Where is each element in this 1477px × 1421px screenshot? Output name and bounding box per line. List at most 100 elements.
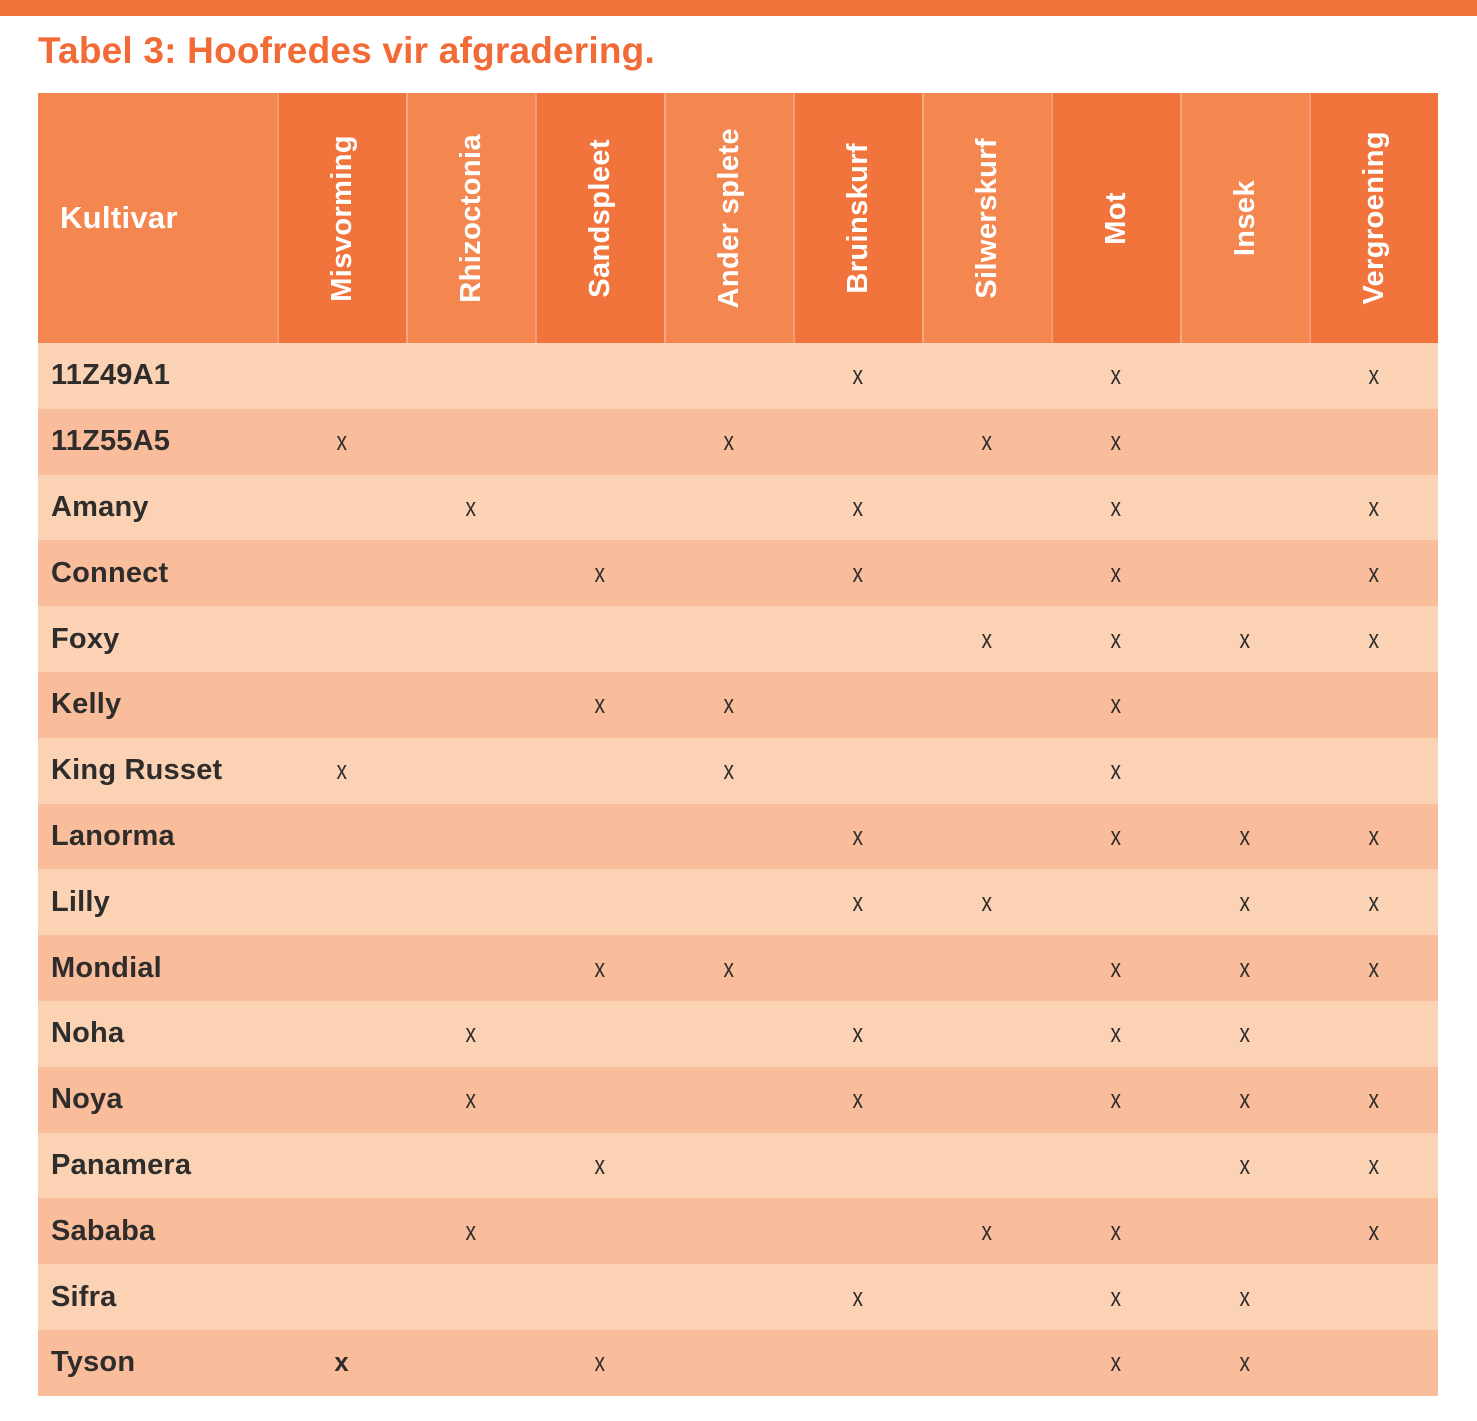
x-mark: x bbox=[852, 820, 863, 851]
x-mark: x bbox=[981, 886, 992, 917]
kultivar-cell: Kelly bbox=[51, 688, 122, 721]
reason-header-label: Sandspleet bbox=[584, 138, 616, 298]
mark-cell: x bbox=[1180, 1067, 1309, 1133]
mark-cell: x bbox=[664, 409, 793, 475]
mark-cell: x bbox=[922, 1198, 1051, 1264]
kultivar-header-cell: Kultivar bbox=[38, 93, 277, 343]
x-mark: x bbox=[594, 689, 605, 720]
table-row: 11Z49A1 x x x bbox=[38, 343, 1438, 409]
mark-cell bbox=[406, 1330, 535, 1396]
table-row: Lanorma x x x x bbox=[38, 803, 1438, 870]
table-row: Noha x x x x bbox=[38, 1000, 1438, 1067]
mark-cell bbox=[664, 804, 793, 870]
mark-cell: x bbox=[1309, 804, 1438, 870]
reason-header-label: Misvorming bbox=[326, 134, 358, 302]
mark-cell bbox=[1051, 1133, 1180, 1199]
kultivar-cell: Noha bbox=[51, 1017, 125, 1050]
mark-cell bbox=[793, 409, 922, 475]
mark-cell bbox=[922, 1330, 1051, 1396]
x-mark: x bbox=[1110, 360, 1121, 391]
x-mark: x bbox=[1110, 689, 1121, 720]
mark-cell: x bbox=[277, 1330, 406, 1396]
mark-cell bbox=[277, 1001, 406, 1067]
table-row: Amany x x x x bbox=[38, 474, 1438, 541]
table-row: Mondial x x x x x bbox=[38, 935, 1438, 1001]
mark-cell: x bbox=[1309, 935, 1438, 1001]
mark-cell: x bbox=[277, 738, 406, 804]
reason-header-cell: Bruinskurf bbox=[793, 93, 922, 343]
mark-cell bbox=[406, 1133, 535, 1199]
x-mark: x bbox=[1239, 1018, 1250, 1049]
mark-cell bbox=[664, 606, 793, 672]
x-mark: x bbox=[1368, 1084, 1379, 1115]
mark-cell: x bbox=[793, 343, 922, 409]
x-mark-bold: x bbox=[334, 1347, 349, 1378]
mark-cell bbox=[277, 804, 406, 870]
kultivar-cell: 11Z55A5 bbox=[51, 425, 171, 458]
mark-cell bbox=[793, 1330, 922, 1396]
mark-cell bbox=[406, 1264, 535, 1330]
kultivar-cell: Noya bbox=[51, 1083, 123, 1116]
table-row: King Russet x x x bbox=[38, 737, 1438, 804]
x-mark: x bbox=[336, 755, 347, 786]
mark-cell bbox=[406, 672, 535, 738]
x-mark: x bbox=[981, 1215, 992, 1246]
mark-cell bbox=[535, 1198, 664, 1264]
mark-cell: x bbox=[1051, 738, 1180, 804]
kultivar-cell: Amany bbox=[51, 490, 149, 523]
table-row: Panamera x x x bbox=[38, 1132, 1438, 1199]
mark-cell bbox=[922, 1067, 1051, 1133]
mark-cell: x bbox=[1051, 1198, 1180, 1264]
reason-header-label: Rhizoctonia bbox=[455, 133, 487, 303]
x-mark: x bbox=[981, 426, 992, 457]
kultivar-cell: Connect bbox=[51, 556, 169, 589]
mark-cell bbox=[277, 343, 406, 409]
x-mark: x bbox=[1110, 820, 1121, 851]
mark-cell: x bbox=[1051, 1001, 1180, 1067]
page-title: Tabel 3: Hoofredes vir afgradering. bbox=[38, 30, 655, 71]
mark-cell: x bbox=[1180, 1001, 1309, 1067]
mark-cell bbox=[535, 475, 664, 541]
mark-cell bbox=[793, 935, 922, 1001]
mark-cell: x bbox=[1309, 1067, 1438, 1133]
mark-cell: x bbox=[406, 475, 535, 541]
mark-cell bbox=[535, 409, 664, 475]
mark-cell: x bbox=[1309, 1198, 1438, 1264]
mark-cell: x bbox=[1180, 804, 1309, 870]
x-mark: x bbox=[1368, 360, 1379, 391]
table-row: Foxy x x x x bbox=[38, 606, 1438, 672]
reason-header-cell: Mot bbox=[1051, 93, 1180, 343]
kultivar-cell: Lilly bbox=[51, 885, 111, 918]
mark-cell: x bbox=[1051, 935, 1180, 1001]
mark-cell bbox=[1180, 672, 1309, 738]
mark-cell bbox=[535, 343, 664, 409]
mark-cell: x bbox=[535, 1330, 664, 1396]
mark-cell bbox=[922, 738, 1051, 804]
mark-cell bbox=[277, 475, 406, 541]
mark-cell: x bbox=[1051, 1264, 1180, 1330]
mark-cell bbox=[1309, 738, 1438, 804]
mark-cell: x bbox=[1309, 869, 1438, 935]
table-row: Tyson x x x x bbox=[38, 1329, 1438, 1396]
kultivar-cell: Foxy bbox=[51, 622, 120, 655]
reason-header-cell: Vergroening bbox=[1309, 93, 1438, 343]
mark-cell bbox=[793, 606, 922, 672]
mark-cell bbox=[664, 1330, 793, 1396]
top-accent-bar bbox=[0, 0, 1477, 16]
mark-cell bbox=[922, 1264, 1051, 1330]
x-mark: x bbox=[1239, 820, 1250, 851]
reason-header-cell: Insek bbox=[1180, 93, 1309, 343]
x-mark: x bbox=[1239, 1084, 1250, 1115]
mark-cell bbox=[1180, 540, 1309, 606]
table-row: Connect x x x x bbox=[38, 540, 1438, 607]
mark-cell: x bbox=[793, 540, 922, 606]
table-row: Kelly x x x bbox=[38, 671, 1438, 738]
kultivar-cell: Mondial bbox=[51, 951, 162, 984]
mark-cell: x bbox=[1180, 869, 1309, 935]
reason-header-label: Bruinskurf bbox=[842, 142, 874, 294]
mark-cell bbox=[406, 935, 535, 1001]
mark-cell: x bbox=[1051, 606, 1180, 672]
mark-cell bbox=[277, 869, 406, 935]
mark-cell: x bbox=[1051, 475, 1180, 541]
x-mark: x bbox=[465, 1018, 476, 1049]
